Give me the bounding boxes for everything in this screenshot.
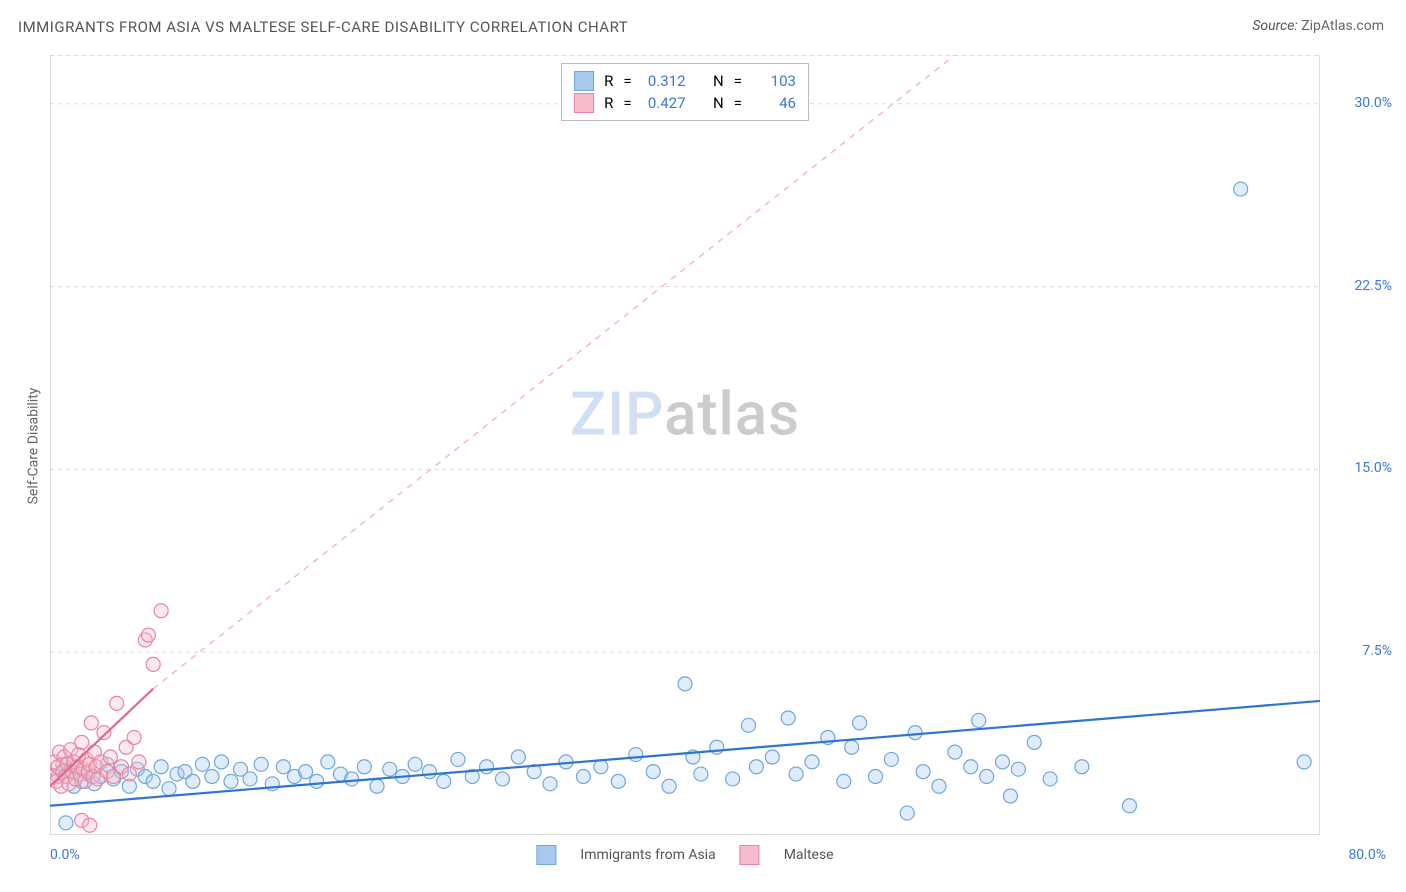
plot-area: ZIPatlas R = 0.312 N = 103 R = 0.427 N bbox=[50, 55, 1320, 835]
legend-swatch-1 bbox=[536, 845, 556, 865]
stat-R-value-2: 0.427 bbox=[642, 92, 686, 114]
equals-sign: = bbox=[734, 92, 742, 114]
legend-swatch-2 bbox=[740, 845, 760, 865]
stat-R-value-1: 0.312 bbox=[642, 70, 686, 92]
y-tick-label: 7.5% bbox=[1332, 643, 1392, 659]
stat-N-value-2: 46 bbox=[752, 92, 796, 114]
stat-R-label: R bbox=[604, 70, 613, 92]
swatch-series2 bbox=[574, 93, 594, 113]
chart-title: IMMIGRANTS FROM ASIA VS MALTESE SELF-CAR… bbox=[18, 18, 628, 36]
legend-label-1: Immigrants from Asia bbox=[580, 847, 715, 863]
y-tick-label: 30.0% bbox=[1332, 95, 1392, 111]
y-axis-label: Self-Care Disability bbox=[25, 388, 41, 505]
chart-svg bbox=[50, 55, 1320, 835]
source-prefix: Source: bbox=[1252, 18, 1301, 34]
stats-row-series2: R = 0.427 N = 46 bbox=[574, 92, 796, 114]
legend: Immigrants from Asia Maltese bbox=[536, 845, 833, 865]
equals-sign: = bbox=[734, 70, 742, 92]
y-tick-label: 15.0% bbox=[1332, 460, 1392, 476]
stat-N-value-1: 103 bbox=[752, 70, 796, 92]
source-attribution: Source: ZipAtlas.com bbox=[1252, 18, 1384, 34]
chart-container: IMMIGRANTS FROM ASIA VS MALTESE SELF-CAR… bbox=[0, 0, 1406, 892]
source-name: ZipAtlas.com bbox=[1301, 18, 1384, 34]
x-axis-origin-tick: 0.0% bbox=[50, 847, 80, 863]
stat-R-label: R bbox=[604, 92, 613, 114]
swatch-series1 bbox=[574, 71, 594, 91]
x-axis-max-tick: 80.0% bbox=[1348, 847, 1386, 863]
equals-sign: = bbox=[623, 70, 631, 92]
stat-N-label: N bbox=[713, 70, 724, 92]
stats-row-series1: R = 0.312 N = 103 bbox=[574, 70, 796, 92]
legend-label-2: Maltese bbox=[784, 847, 834, 863]
stats-box: R = 0.312 N = 103 R = 0.427 N = 46 bbox=[561, 63, 809, 121]
y-tick-label: 22.5% bbox=[1332, 278, 1392, 294]
stat-N-label: N bbox=[713, 92, 724, 114]
equals-sign: = bbox=[623, 92, 631, 114]
